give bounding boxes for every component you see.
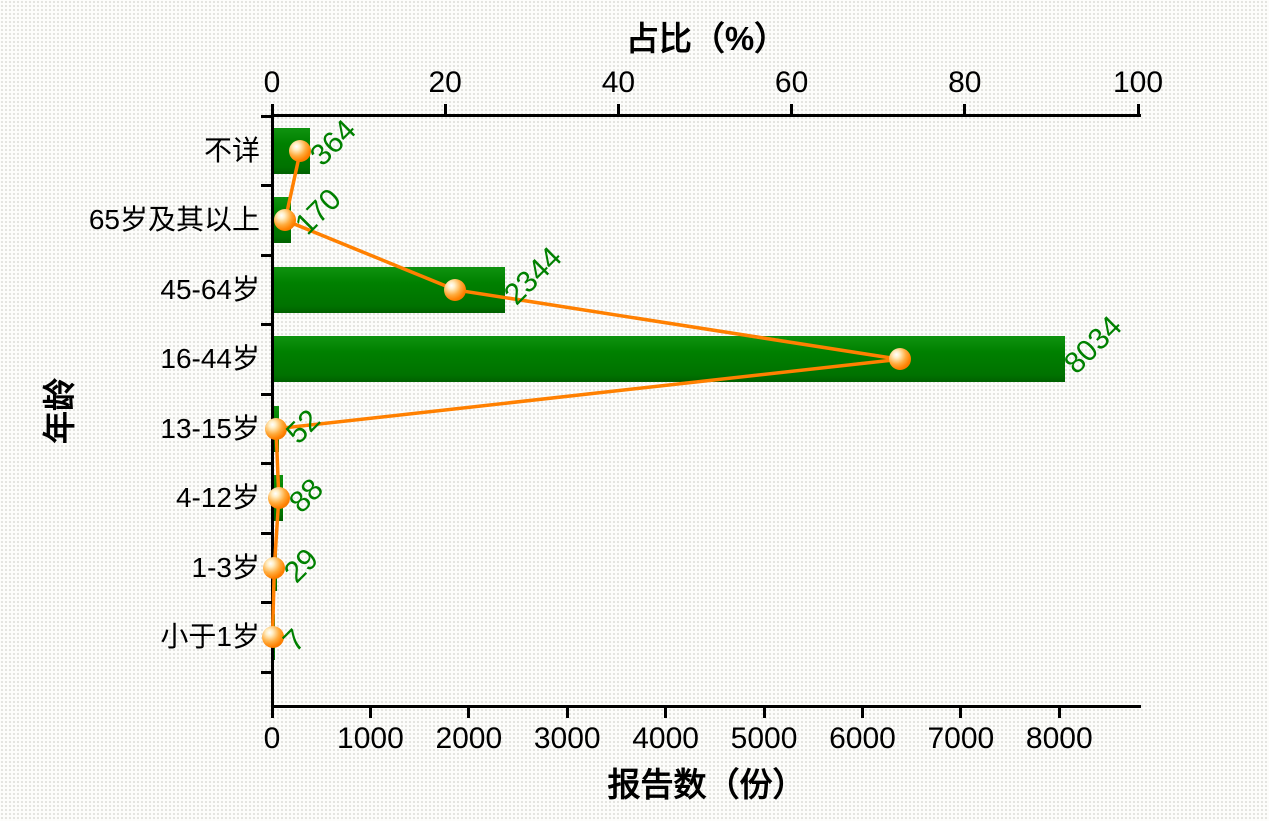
bar-value-label: 364	[304, 113, 364, 173]
left-axis-tick	[261, 184, 272, 187]
bottom-axis-tick-label: 1000	[337, 722, 404, 755]
left-axis-tick	[261, 462, 272, 465]
top-axis-tick-label: 0	[263, 66, 281, 99]
top-axis-tick-label: 40	[601, 66, 636, 99]
bottom-axis-tick	[368, 708, 372, 718]
left-axis-tick	[261, 601, 272, 604]
bottom-axis-title: 报告数（份）	[607, 766, 806, 803]
bottom-axis-tick	[762, 708, 766, 718]
bottom-axis-line	[271, 705, 1141, 708]
bottom-axis-tick-label: 0	[263, 722, 281, 755]
percentage-point-marker	[265, 417, 288, 440]
category-label: 不详	[203, 134, 260, 166]
category-label: 小于1岁	[160, 621, 260, 653]
top-axis-tick	[443, 104, 447, 114]
percentage-point-marker	[888, 348, 911, 371]
top-axis-tick-label: 20	[428, 66, 462, 99]
bar-value-label: 29	[278, 542, 326, 590]
bar-value-label: 8034	[1057, 310, 1129, 381]
left-axis-tick	[261, 323, 272, 326]
percentage-point-marker	[444, 278, 467, 301]
category-label: 4-12岁	[175, 482, 260, 514]
category-label: 65岁及其以上	[88, 204, 260, 236]
top-axis-tick	[963, 104, 967, 114]
report-count-bar	[274, 336, 1065, 383]
bottom-axis-tick	[664, 708, 668, 718]
left-axis-tick	[261, 253, 272, 257]
bottom-axis-tick	[467, 708, 471, 718]
top-axis-title: 占比（%）	[625, 20, 788, 57]
category-label: 16-44岁	[160, 343, 260, 375]
top-axis-tick	[1136, 104, 1140, 114]
bottom-axis-tick	[860, 708, 864, 718]
percentage-point-marker	[274, 209, 297, 232]
category-label: 45-64岁	[160, 273, 260, 305]
bar-value-label: 2344	[497, 240, 569, 312]
top-axis-tick	[270, 104, 274, 114]
percentage-point-marker	[267, 487, 290, 510]
top-axis-tick-label: 60	[774, 66, 809, 99]
bottom-axis-tick-label: 6000	[829, 722, 896, 755]
left-axis-tick	[261, 531, 272, 535]
bottom-axis-tick-label: 7000	[927, 722, 995, 755]
bar-value-label: 88	[282, 472, 330, 520]
left-axis-tick	[261, 392, 272, 396]
category-label: 13-15岁	[160, 412, 260, 444]
percentage-point-marker	[263, 556, 286, 579]
bottom-axis-tick-label: 4000	[632, 722, 699, 755]
bottom-axis-tick	[565, 708, 569, 718]
bottom-axis-tick	[270, 708, 274, 718]
bottom-axis-tick-label: 5000	[730, 722, 798, 755]
report-count-bar	[274, 266, 505, 313]
bottom-axis-tick-label: 2000	[435, 722, 503, 755]
left-axis-tick	[261, 114, 272, 118]
top-axis-tick	[790, 104, 794, 114]
percentage-line	[270, 150, 900, 638]
bottom-axis-tick	[1057, 708, 1061, 718]
bar-value-label: 170	[289, 182, 348, 242]
left-axis-tick	[261, 670, 272, 674]
bottom-axis-tick-label: 3000	[533, 722, 601, 755]
top-axis-tick-label: 80	[948, 66, 982, 99]
percentage-point-marker	[261, 626, 284, 649]
bar-value-label: 7	[276, 623, 312, 659]
percentage-point-marker	[289, 139, 312, 162]
bottom-axis-tick-label: 8000	[1025, 722, 1093, 755]
bottom-axis-tick	[959, 708, 963, 718]
top-axis-tick	[616, 104, 620, 114]
category-label: 1-3岁	[191, 551, 260, 583]
top-axis-line	[271, 114, 1141, 117]
top-axis-tick-label: 100	[1112, 66, 1164, 99]
bar-value-label: 52	[280, 403, 327, 451]
